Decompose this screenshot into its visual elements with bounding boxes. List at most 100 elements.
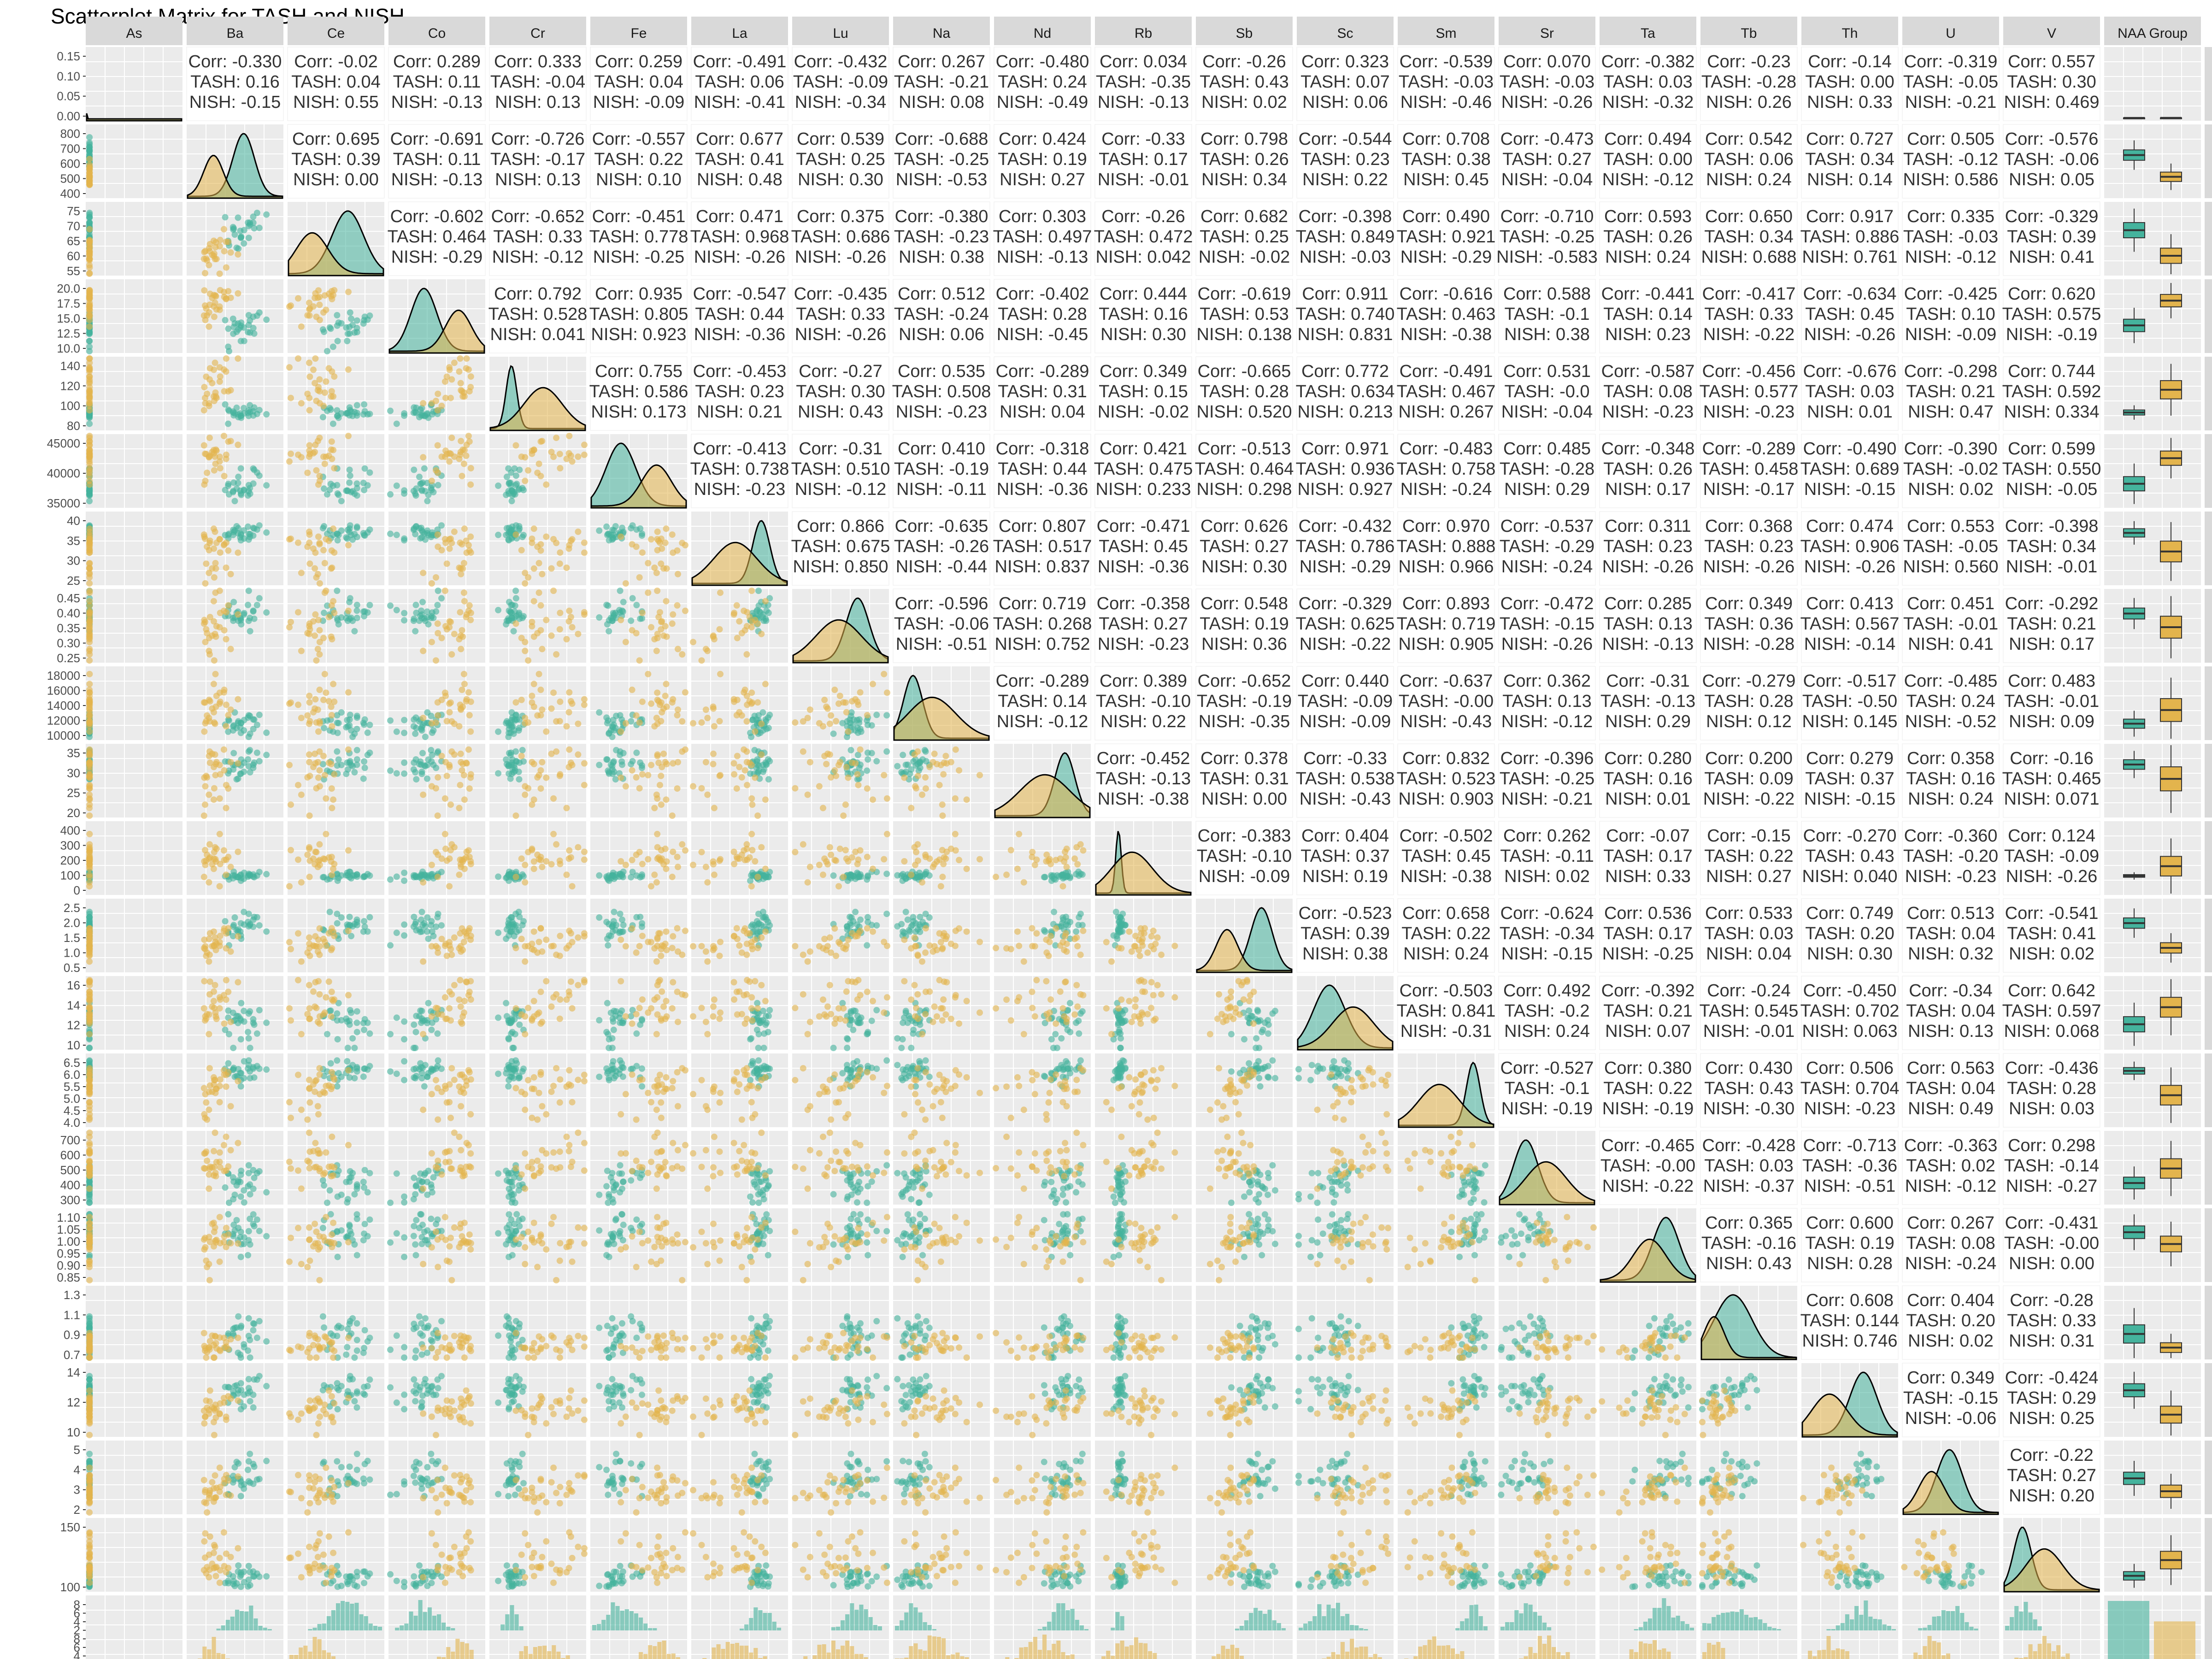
scatter-point-nish — [201, 728, 208, 735]
correlation-text: TASH: 0.41 — [695, 150, 784, 169]
correlation-text: NISH: 0.00 — [293, 170, 379, 189]
correlation-text: Corr: -0.576 — [2005, 129, 2099, 149]
scatter-point-nish — [548, 705, 555, 712]
panel-9-5 — [590, 744, 688, 819]
scatter-point-tash — [401, 770, 408, 777]
correlation-text: NISH: -0.12 — [492, 247, 584, 267]
correlation-panel — [893, 356, 990, 431]
scatter-point-nish — [345, 433, 352, 439]
scatter-point-tash — [605, 602, 612, 609]
panel-background — [86, 666, 182, 740]
panel-6-6 — [691, 512, 788, 586]
scatter-point-nish — [86, 854, 93, 861]
correlation-text: Corr: -0.517 — [1803, 671, 1897, 691]
scatter-point-nish — [563, 805, 570, 812]
scatter-point-nish — [581, 451, 588, 458]
scatter-point-nish — [566, 746, 573, 753]
scatter-point-tash — [506, 490, 512, 497]
scatter-point-nish — [522, 879, 529, 886]
scatter-point-nish — [223, 264, 229, 271]
strip-top-as — [86, 17, 182, 45]
scatter-point-nish — [525, 719, 532, 726]
scatter-point-nish — [539, 706, 546, 713]
scatter-point-nish — [220, 847, 227, 854]
scatter-point-nish — [456, 636, 463, 642]
correlation-text: Corr: 0.539 — [797, 129, 884, 149]
scatter-point-tash — [596, 527, 603, 534]
correlation-text: Corr: 0.424 — [999, 129, 1086, 149]
scatter-point-nish — [525, 785, 532, 792]
correlation-text: TASH: 0.675 — [791, 537, 890, 556]
correlation-text: TASH: -0.12 — [1903, 150, 1998, 169]
scatter-point-tash — [329, 482, 336, 489]
scatter-point-tash — [520, 532, 527, 539]
panel-8-4 — [489, 666, 588, 740]
scatter-point-nish — [463, 698, 470, 705]
correlation-text: NISH: 0.38 — [899, 247, 984, 267]
panel-background — [2104, 821, 2201, 895]
scatter-point-tash — [250, 313, 257, 320]
strip-top-ta — [1600, 17, 1696, 45]
scatter-point-nish — [567, 453, 574, 459]
correlation-text: Corr: 0.335 — [1907, 207, 1994, 226]
scatter-point-tash — [603, 523, 610, 530]
correlation-text: Corr: -0.298 — [1904, 362, 1998, 381]
correlation-text: NISH: -0.04 — [1501, 402, 1593, 422]
scatter-point-tash — [847, 747, 854, 753]
scatter-point-nish — [864, 712, 871, 718]
scatter-point-nish — [690, 783, 696, 790]
scatter-point-nish — [567, 854, 574, 861]
scatter-point-tash — [235, 214, 241, 221]
scatter-point-nish — [942, 753, 949, 759]
scatter-point-nish — [212, 244, 219, 251]
scatter-point-nish — [86, 698, 93, 705]
scatter-point-tash — [86, 144, 93, 151]
scatter-point-tash — [237, 537, 244, 544]
panel-5-3 — [387, 433, 485, 508]
scatter-point-tash — [765, 776, 772, 783]
scatter-point-nish — [919, 879, 925, 886]
scatter-point-tash — [511, 761, 518, 768]
scatter-point-nish — [543, 728, 550, 735]
scatter-point-nish — [857, 746, 864, 753]
scatter-point-tash — [241, 759, 247, 766]
correlation-text: Corr: 0.358 — [1907, 749, 1994, 768]
scatter-point-nish — [940, 771, 947, 778]
correlation-text: NISH: -0.12 — [1602, 170, 1694, 189]
scatter-point-nish — [648, 700, 654, 707]
correlation-text: TASH: 0.27 — [1099, 614, 1188, 634]
scatter-point-nish — [221, 925, 228, 932]
correlation-text: Corr: 0.542 — [1705, 129, 1793, 149]
scatter-point-nish — [298, 958, 305, 965]
correlation-text: Corr: 0.389 — [1100, 671, 1187, 691]
scatter-point-nish — [864, 853, 871, 860]
correlation-text: TASH: 0.906 — [1800, 537, 1900, 556]
scatter-point-tash — [226, 348, 232, 354]
scatter-point-nish — [674, 602, 681, 609]
scatter-point-nish — [629, 686, 635, 693]
scatter-point-tash — [250, 871, 257, 878]
scatter-point-nish — [227, 571, 234, 577]
correlation-text: Corr: -0.619 — [1198, 284, 1291, 304]
scatter-point-nish — [843, 764, 850, 771]
scatter-point-tash — [361, 487, 368, 494]
correlation-text: NISH: -0.26 — [795, 247, 887, 267]
correlation-text: Corr: -0.616 — [1400, 284, 1493, 304]
scatter-point-tash — [902, 875, 909, 882]
correlation-text: NISH: -0.02 — [1199, 247, 1290, 267]
scatter-point-nish — [698, 785, 705, 792]
scatter-point-nish — [463, 453, 470, 459]
scatter-point-nish — [86, 748, 93, 755]
correlation-panel — [590, 47, 688, 121]
scatter-point-tash — [401, 490, 408, 497]
scatter-point-tash — [605, 767, 612, 774]
scatter-point-nish — [466, 712, 473, 718]
scatter-point-nish — [663, 633, 670, 640]
correlation-panel — [2003, 279, 2100, 353]
